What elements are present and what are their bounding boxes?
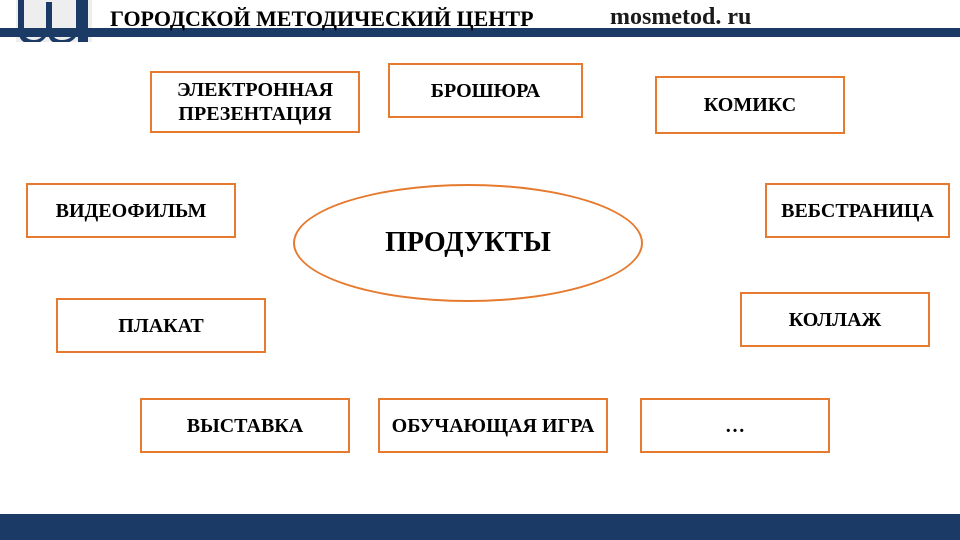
node-n10: …: [640, 398, 830, 453]
node-n3: КОМИКС: [655, 76, 845, 134]
node-n8: ВЫСТАВКА: [140, 398, 350, 453]
node-label: …: [725, 414, 745, 438]
node-n1: ЭЛЕКТРОННАЯ ПРЕЗЕНТАЦИЯ: [150, 71, 360, 133]
node-label: БРОШЮРА: [431, 79, 540, 103]
node-label: ВЫСТАВКА: [187, 414, 304, 438]
node-n7: КОЛЛАЖ: [740, 292, 930, 347]
node-label: ВИДЕОФИЛЬМ: [56, 199, 207, 223]
footer-gap: [0, 508, 960, 514]
center-node-products: ПРОДУКТЫ: [293, 184, 643, 302]
node-label: КОЛЛАЖ: [789, 308, 882, 332]
node-label: ПЛАКАТ: [118, 314, 203, 338]
node-label: ОБУЧАЮЩАЯ ИГРА: [392, 414, 595, 438]
node-label: ЭЛЕКТРОННАЯ ПРЕЗЕНТАЦИЯ: [160, 78, 350, 126]
node-n5: ВЕБСТРАНИЦА: [765, 183, 950, 238]
node-n2: БРОШЮРА: [388, 63, 583, 118]
center-node-label: ПРОДУКТЫ: [385, 227, 551, 259]
node-label: КОМИКС: [704, 93, 796, 117]
node-label: ВЕБСТРАНИЦА: [781, 199, 934, 223]
node-n6: ПЛАКАТ: [56, 298, 266, 353]
header-title-left: ГОРОДСКОЙ МЕТОДИЧЕСКИЙ ЦЕНТР: [110, 6, 534, 32]
node-n9: ОБУЧАЮЩАЯ ИГРА: [378, 398, 608, 453]
header-title-right: mosmetod. ru: [610, 4, 751, 31]
node-n4: ВИДЕОФИЛЬМ: [26, 183, 236, 238]
slide-canvas: ГОРОДСКОЙ МЕТОДИЧЕСКИЙ ЦЕНТР mosmetod. r…: [0, 0, 960, 540]
